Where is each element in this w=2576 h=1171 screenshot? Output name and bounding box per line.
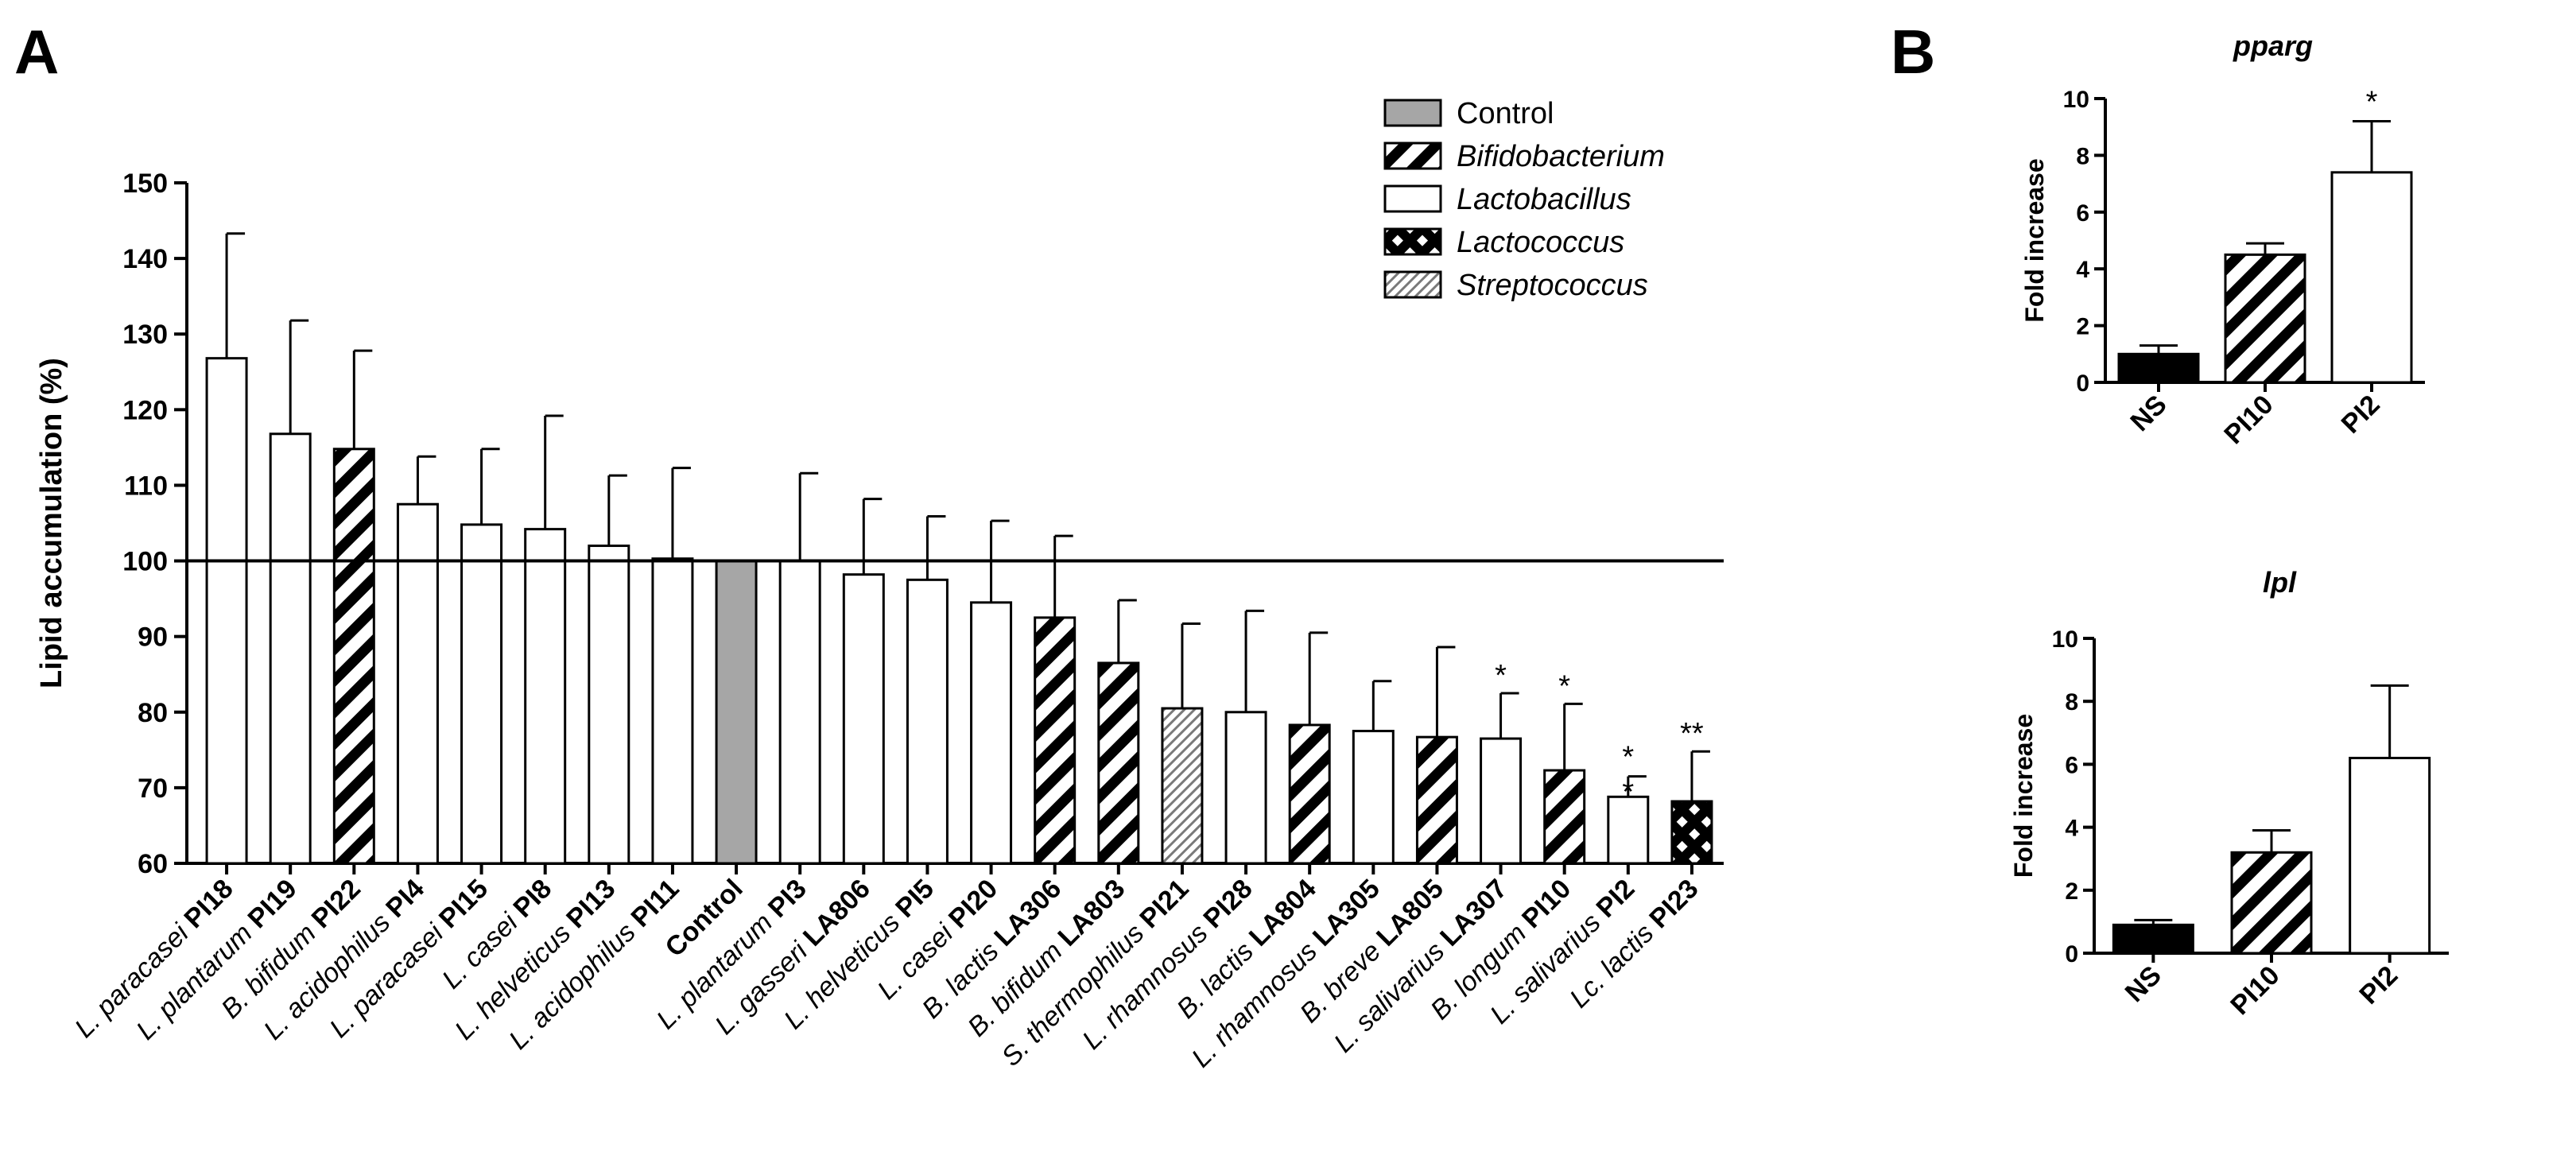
chart-title: lpl — [2263, 566, 2297, 599]
legend-swatch — [1383, 142, 1442, 170]
y-tick-label: 70 — [138, 774, 168, 804]
pparg-chart: pparg 0 2 4 6 8 10 Fold increase NS PI10 * PI2 — [2020, 29, 2425, 450]
legend-swatch — [1383, 99, 1442, 127]
y-tick-label: 0 — [2076, 370, 2089, 397]
x-category-label: NS — [2120, 960, 2167, 1008]
legend-swatch — [1383, 184, 1442, 213]
bar — [2230, 851, 2313, 955]
y-tick-label: 80 — [138, 698, 168, 728]
bar — [2112, 923, 2194, 955]
bar — [269, 432, 312, 865]
bar — [651, 557, 694, 865]
y-axis-title: Fold increase — [2020, 158, 2049, 322]
y-tick-label: 120 — [122, 395, 168, 425]
legend-swatch — [1383, 227, 1442, 256]
bar — [205, 357, 248, 865]
bar — [1480, 737, 1523, 865]
lipid-accumulation-chart: 60 70 80 90 100 110 120 130 140 150 Lipid accumula… — [35, 169, 1724, 1073]
bar — [2349, 756, 2431, 955]
bar — [1224, 711, 1267, 865]
chart-title: pparg — [2233, 29, 2313, 62]
chart-legend: Control Bifidobacterium Lactobacillus Lacto… — [1383, 97, 1665, 302]
bar — [1670, 800, 1713, 865]
x-category-label: PI10 — [2225, 960, 2285, 1021]
y-tick-label: 90 — [138, 622, 168, 653]
y-tick-label: 130 — [122, 320, 168, 350]
bar — [1288, 723, 1331, 865]
y-tick-label: 4 — [2065, 816, 2078, 842]
panel-label-a: A — [14, 17, 59, 87]
significance-mark: ** — [1680, 717, 1704, 750]
y-tick-label: 10 — [2052, 626, 2078, 653]
bar — [332, 448, 375, 865]
bar — [2117, 352, 2200, 384]
panel-label-b: B — [1891, 17, 1935, 87]
legend-label: Lactobacillus — [1457, 183, 1631, 216]
y-tick-label: 4 — [2076, 257, 2089, 283]
bar — [524, 528, 567, 865]
bar — [588, 545, 630, 865]
y-tick-label: 8 — [2065, 689, 2078, 715]
significance-mark: * — [1558, 669, 1570, 703]
bar — [1415, 735, 1458, 865]
bar — [1543, 769, 1586, 865]
bar — [396, 502, 439, 865]
bar — [1607, 795, 1650, 865]
y-tick-label: 6 — [2065, 752, 2078, 778]
bar — [715, 560, 758, 865]
bar — [2330, 171, 2413, 384]
y-tick-label: 0 — [2065, 941, 2078, 967]
y-tick-label: 100 — [122, 547, 168, 577]
legend-label: Streptococcus — [1457, 269, 1648, 302]
y-tick-label: 150 — [122, 169, 168, 199]
bar — [1034, 616, 1077, 865]
legend-label: Control — [1457, 97, 1554, 130]
y-tick-label: 8 — [2076, 143, 2089, 169]
x-category-label: PI10 — [2218, 390, 2279, 450]
bar — [460, 523, 503, 865]
legend-swatch — [1383, 270, 1442, 299]
y-tick-label: 60 — [138, 849, 168, 879]
y-axis-title: Lipid accumulation (%) — [35, 358, 68, 688]
x-category-label: PI2 — [2336, 390, 2386, 440]
y-tick-label: 2 — [2065, 878, 2078, 905]
legend-label: Bifidobacterium — [1457, 140, 1665, 173]
lpl-chart: lpl 0 2 4 6 8 10 Fold increase NS PI10 PI2 — [2009, 566, 2449, 1021]
y-tick-label: 6 — [2076, 200, 2089, 227]
significance-mark: * — [1622, 741, 1634, 774]
significance-mark: * — [1495, 659, 1507, 692]
significance-mark: * — [1622, 776, 1634, 809]
y-tick-label: 110 — [124, 471, 168, 501]
x-category-label: NS — [2124, 390, 2172, 437]
y-tick-label: 10 — [2063, 87, 2089, 113]
y-tick-label: 140 — [122, 244, 168, 274]
bar — [842, 573, 885, 865]
significance-mark: * — [2366, 86, 2378, 119]
y-axis-title: Fold increase — [2009, 714, 2038, 878]
x-category-label: PI2 — [2353, 960, 2403, 1010]
bar — [906, 578, 949, 865]
bar — [1352, 730, 1395, 865]
bar — [2224, 253, 2306, 384]
legend-label: Lactococcus — [1457, 226, 1624, 259]
bar — [778, 560, 821, 865]
bar — [970, 601, 1013, 865]
bar — [1097, 661, 1140, 865]
bar — [1161, 707, 1204, 865]
y-tick-label: 2 — [2076, 314, 2089, 340]
